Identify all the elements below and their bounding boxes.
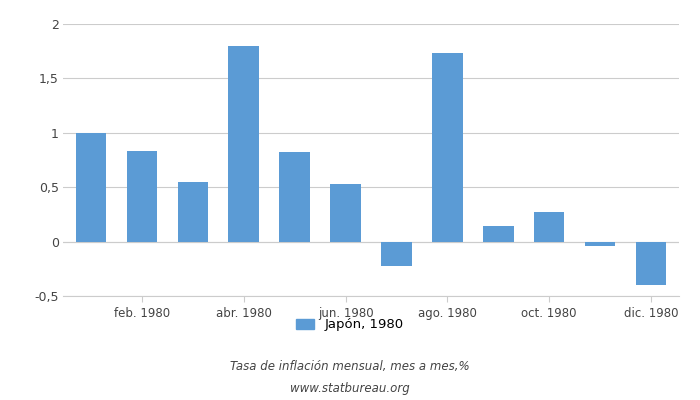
Bar [330, 184, 360, 242]
Bar [382, 242, 412, 266]
Bar [483, 226, 514, 242]
Bar [127, 151, 158, 242]
Bar [636, 242, 666, 285]
Bar [584, 242, 615, 246]
Bar [178, 182, 208, 242]
Text: www.statbureau.org: www.statbureau.org [290, 382, 410, 395]
Legend: Japón, 1980: Japón, 1980 [296, 318, 404, 332]
Bar [534, 212, 564, 242]
Bar [76, 133, 106, 242]
Bar [279, 152, 310, 242]
Text: Tasa de inflación mensual, mes a mes,%: Tasa de inflación mensual, mes a mes,% [230, 360, 470, 373]
Bar [432, 53, 463, 242]
Bar [228, 46, 259, 242]
